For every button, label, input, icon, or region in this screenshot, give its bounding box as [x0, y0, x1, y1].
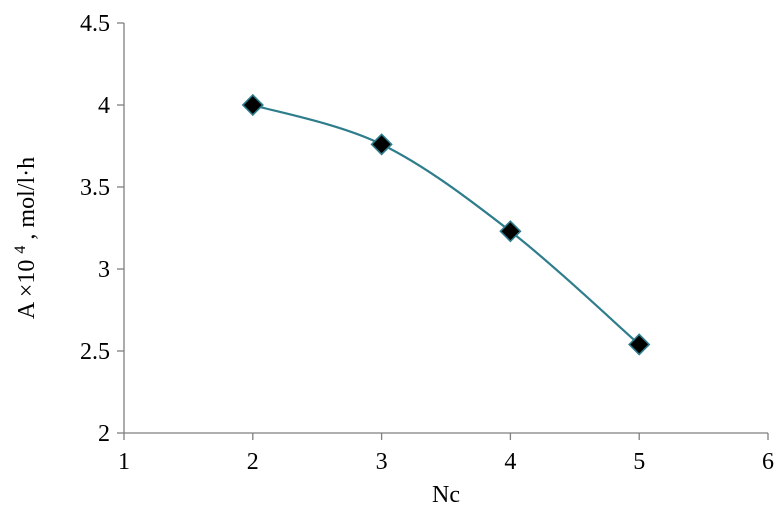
x-axis-title: Nc [432, 482, 460, 508]
x-tick-label: 1 [118, 449, 130, 475]
data-point-marker [370, 133, 393, 156]
y-tick-label: 3.5 [80, 175, 110, 201]
data-point-marker [628, 333, 651, 356]
x-tick-label: 5 [633, 449, 645, 475]
x-tick-label: 3 [376, 449, 388, 475]
series [241, 93, 651, 356]
x-tick-label: 4 [504, 449, 516, 475]
y-tick-label: 4.5 [80, 11, 110, 37]
y-tick-label: 4 [98, 93, 110, 119]
y-tick-label: 3 [98, 257, 110, 283]
tick-labels: 22.533.544.51 2 3 4 5 6 [80, 11, 774, 475]
x-tick-label: 2 [247, 449, 259, 475]
y-tick-label: 2 [98, 421, 110, 447]
y-axis-title-superscript: 4 [12, 246, 29, 254]
axis-titles: Nc A ×10 4 , mol/l·h [5, 157, 460, 508]
y-axis-title-base: A ×10 [14, 260, 40, 320]
y-tick-label: 2.5 [80, 339, 110, 365]
data-point-marker [499, 220, 522, 243]
y-axis-title-unit: , mol/l·h [14, 157, 40, 240]
ticks [117, 22, 769, 440]
x-tick-label: 6 [762, 449, 774, 475]
axes [123, 23, 768, 434]
y-axis-title: A ×10 4 , mol/l·h [5, 157, 40, 319]
data-point-marker [241, 93, 264, 117]
series-line [252, 103, 640, 346]
